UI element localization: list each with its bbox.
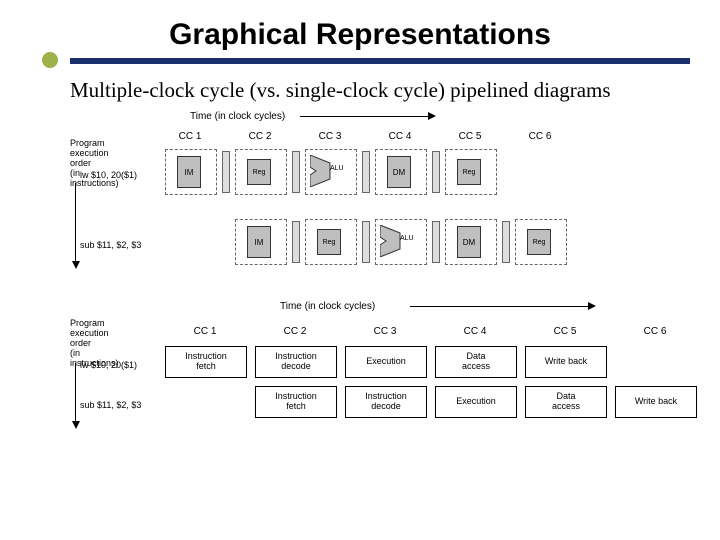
top-r1-p4 bbox=[432, 151, 440, 193]
bot-time-label: Time (in clock cycles) bbox=[280, 301, 375, 312]
bot-prog-arrowhead-icon bbox=[72, 421, 80, 429]
top-col-3: CC 3 bbox=[319, 131, 342, 142]
bot-r2-s5: Write back bbox=[615, 386, 697, 418]
top-col-6: CC 6 bbox=[529, 131, 552, 142]
bot-col-2: CC 2 bbox=[284, 326, 307, 337]
top-col-4: CC 4 bbox=[389, 131, 412, 142]
top-time-arrow bbox=[300, 116, 430, 117]
bot-r1-s1: Instructionfetch bbox=[165, 346, 247, 378]
bot-r2-s1: Instructionfetch bbox=[255, 386, 337, 418]
bot-r2-s4: Dataaccess bbox=[525, 386, 607, 418]
top-prog-arrowhead-icon bbox=[72, 261, 80, 269]
bot-col-6: CC 6 bbox=[644, 326, 667, 337]
bullet-icon bbox=[42, 52, 58, 68]
bot-row2-label: sub $11, $2, $3 bbox=[80, 401, 141, 411]
top-col-2: CC 2 bbox=[249, 131, 272, 142]
bot-prog-arrow bbox=[75, 363, 76, 423]
subtitle: Multiple-clock cycle (vs. single-clock c… bbox=[0, 64, 720, 111]
slide-title: Graphical Representations bbox=[0, 0, 720, 58]
bot-r1-s5: Write back bbox=[525, 346, 607, 378]
top-prog-arrow bbox=[75, 183, 76, 263]
bot-time-arrowhead-icon bbox=[588, 302, 596, 310]
bot-row1-label: lw $10, 20($1) bbox=[80, 361, 137, 371]
top-r2-s4: DM bbox=[457, 226, 481, 258]
top-r2-s3-label: ALU bbox=[400, 235, 414, 243]
top-r1-p3 bbox=[362, 151, 370, 193]
top-r1-s5: Reg bbox=[457, 159, 481, 185]
top-col-5: CC 5 bbox=[459, 131, 482, 142]
title-rule bbox=[70, 58, 690, 64]
top-r2-s1: IM bbox=[247, 226, 271, 258]
top-time-label: Time (in clock cycles) bbox=[190, 111, 285, 122]
top-r1-s2: Reg bbox=[247, 159, 271, 185]
bot-r1-s3: Execution bbox=[345, 346, 427, 378]
bot-r2-s2: Instructiondecode bbox=[345, 386, 427, 418]
bot-col-3: CC 3 bbox=[374, 326, 397, 337]
bot-r1-s2: Instructiondecode bbox=[255, 346, 337, 378]
top-r2-s2: Reg bbox=[317, 229, 341, 255]
top-r1-s1: IM bbox=[177, 156, 201, 188]
top-r2-p3 bbox=[432, 221, 440, 263]
top-r1-s3-label: ALU bbox=[330, 165, 344, 173]
top-prog-label: Programexecutionorder(in instructions) bbox=[70, 139, 130, 188]
top-col-1: CC 1 bbox=[179, 131, 202, 142]
top-r1-p2 bbox=[292, 151, 300, 193]
diagram-canvas: Time (in clock cycles) CC 1 CC 2 CC 3 CC… bbox=[70, 111, 690, 511]
top-row1-label: lw $10, 20($1) bbox=[80, 171, 137, 181]
top-row2-label: sub $11, $2, $3 bbox=[80, 241, 141, 251]
top-r2-s5: Reg bbox=[527, 229, 551, 255]
top-r2-p2 bbox=[362, 221, 370, 263]
bot-r2-s3: Execution bbox=[435, 386, 517, 418]
bot-r1-s4: Dataaccess bbox=[435, 346, 517, 378]
bot-time-arrow bbox=[410, 306, 590, 307]
top-r2-p4 bbox=[502, 221, 510, 263]
top-r1-s4: DM bbox=[387, 156, 411, 188]
bot-col-5: CC 5 bbox=[554, 326, 577, 337]
top-r2-p1 bbox=[292, 221, 300, 263]
top-time-arrowhead-icon bbox=[428, 112, 436, 120]
bot-col-4: CC 4 bbox=[464, 326, 487, 337]
bot-col-1: CC 1 bbox=[194, 326, 217, 337]
top-r1-p1 bbox=[222, 151, 230, 193]
